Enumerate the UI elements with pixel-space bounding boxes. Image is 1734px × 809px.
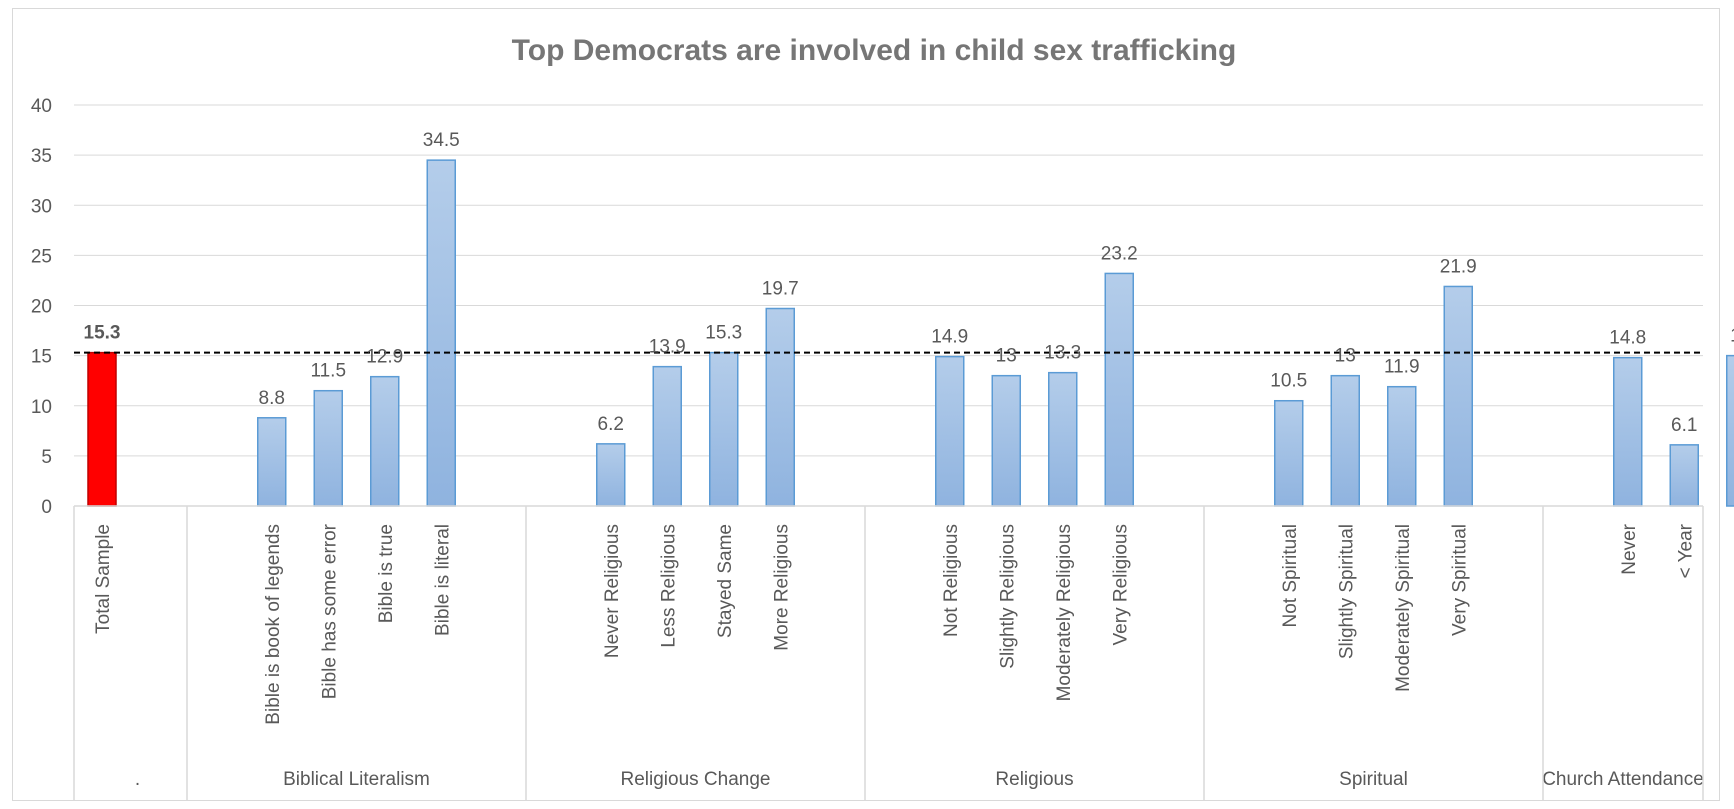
data-label: 23.2 xyxy=(1101,243,1138,264)
data-label: 12.9 xyxy=(366,347,403,368)
data-label: 14.9 xyxy=(931,327,968,348)
bar xyxy=(1443,285,1473,507)
data-label: 34.5 xyxy=(423,130,460,151)
category-label: Very Spiritual xyxy=(1449,524,1470,636)
group-label: . xyxy=(135,769,140,790)
data-label: 6.2 xyxy=(598,414,624,435)
y-tick-label: 30 xyxy=(31,196,52,217)
category-label: Less Religious xyxy=(658,524,679,648)
category-label: Moderately Religious xyxy=(1054,524,1075,701)
bar xyxy=(257,417,287,507)
bar xyxy=(596,443,626,507)
category-label: More Religious xyxy=(771,524,792,651)
bar xyxy=(652,365,682,507)
bar xyxy=(1613,356,1643,507)
bar xyxy=(765,307,795,507)
category-label: Slightly Spiritual xyxy=(1336,524,1357,659)
category-label: Moderately Spiritual xyxy=(1393,524,1414,692)
category-label: Total Sample xyxy=(93,524,114,634)
category-label: Very Religious xyxy=(1110,524,1131,645)
category-label: Slightly Religious xyxy=(997,524,1018,669)
bar xyxy=(87,351,117,507)
group-label: Biblical Literalism xyxy=(283,769,430,790)
y-tick-label: 15 xyxy=(31,347,52,368)
bar xyxy=(1726,354,1734,507)
category-label: Bible is book of legends xyxy=(263,524,284,725)
y-tick-label: 0 xyxy=(41,497,52,518)
y-tick-label: 5 xyxy=(41,447,52,468)
category-label: Not Spiritual xyxy=(1280,524,1301,628)
data-label: 14.8 xyxy=(1609,328,1646,349)
bar xyxy=(1669,444,1699,507)
category-label: Once Year xyxy=(1732,523,1734,612)
bar xyxy=(426,159,456,507)
group-label: Church Attendance xyxy=(1542,769,1704,790)
category-label: Bible is literal xyxy=(432,524,453,636)
y-tick-label: 20 xyxy=(31,297,52,318)
data-label: 15.3 xyxy=(705,323,742,344)
data-label: 13.3 xyxy=(1044,343,1081,364)
bar xyxy=(313,389,343,507)
bar xyxy=(1274,399,1304,507)
bar xyxy=(1048,371,1078,507)
bar xyxy=(1330,374,1360,507)
category-label: Never Religious xyxy=(602,524,623,658)
y-tick-label: 40 xyxy=(31,96,52,117)
category-label: Not Religious xyxy=(941,524,962,637)
y-tick-label: 25 xyxy=(31,246,52,267)
group-label: Spiritual xyxy=(1339,769,1408,790)
data-label: 8.8 xyxy=(259,388,285,409)
category-label: < Year xyxy=(1675,523,1696,578)
bar xyxy=(991,374,1021,507)
data-label: 11.5 xyxy=(310,361,346,382)
data-label: 13 xyxy=(996,346,1017,367)
data-label: 19.7 xyxy=(762,279,799,300)
data-label: 10.5 xyxy=(1270,371,1307,392)
data-label: 15 xyxy=(1730,326,1734,347)
data-label: 11.9 xyxy=(1384,357,1420,378)
bar xyxy=(370,375,400,507)
bar xyxy=(1104,272,1134,507)
category-label: Stayed Same xyxy=(715,524,736,638)
group-label: Religious Change xyxy=(621,769,771,790)
chart-frame xyxy=(12,8,1720,801)
data-label: 21.9 xyxy=(1440,256,1477,277)
y-tick-label: 35 xyxy=(31,146,52,167)
y-tick-label: 10 xyxy=(31,397,52,418)
chart-title: Top Democrats are involved in child sex … xyxy=(512,34,1237,67)
bar xyxy=(935,355,965,507)
category-label: Bible has some error xyxy=(319,523,340,699)
bar xyxy=(709,351,739,507)
data-label: 13.9 xyxy=(649,337,686,358)
category-label: Never xyxy=(1619,523,1640,574)
group-label: Religious xyxy=(995,769,1073,790)
data-label: 15.3 xyxy=(84,323,121,344)
data-label: 13 xyxy=(1335,346,1356,367)
category-label: Bible is true xyxy=(376,524,397,623)
bar xyxy=(1387,385,1417,507)
data-label: 6.1 xyxy=(1671,415,1697,436)
